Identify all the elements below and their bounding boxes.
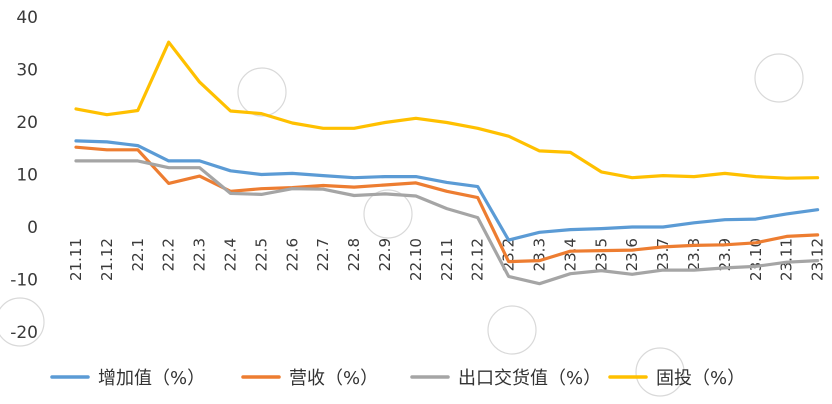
legend-label: 营收（%） xyxy=(289,368,378,389)
x-tick-label: 22.11 xyxy=(438,238,456,281)
x-tick-label: 23.11 xyxy=(778,238,796,281)
y-tick-label: -10 xyxy=(10,271,38,291)
x-tick-label: 22.9 xyxy=(376,238,394,271)
x-tick-label: 23.5 xyxy=(592,238,610,271)
x-tick-label: 23.8 xyxy=(685,238,703,271)
y-tick-label: 30 xyxy=(16,61,38,81)
series-line-2 xyxy=(74,145,820,264)
series-line-3 xyxy=(74,159,820,286)
watermark xyxy=(0,53,804,397)
legend-label: 增加值（%） xyxy=(98,368,205,389)
x-tick-label: 21.12 xyxy=(98,238,116,281)
y-tick-label: 20 xyxy=(16,113,38,133)
x-tick-label: 23.3 xyxy=(531,238,549,271)
x-tick-label: 22.10 xyxy=(407,238,425,281)
x-tick-label: 22.8 xyxy=(345,238,363,271)
x-tick-label: 21.11 xyxy=(67,238,85,281)
series-line-1 xyxy=(74,139,820,242)
y-tick-label: -20 xyxy=(10,323,38,343)
legend-label: 固投（%） xyxy=(656,368,745,389)
x-tick-label: 22.1 xyxy=(129,238,147,271)
series-lines xyxy=(74,40,820,286)
legend: 增加值（%） 营收（%） 出口交货值（%） 固投（%） xyxy=(50,368,745,389)
x-tick-label: 22.5 xyxy=(252,238,270,271)
y-tick-label: 40 xyxy=(16,8,38,28)
x-tick-label: 22.12 xyxy=(469,238,487,281)
y-axis-ticks: 40 30 20 10 0 -10 -20 xyxy=(10,8,38,343)
x-tick-label: 22.3 xyxy=(191,238,209,271)
y-tick-label: 10 xyxy=(16,166,38,186)
x-tick-label: 22.6 xyxy=(283,238,301,271)
x-tick-label: 23.6 xyxy=(623,238,641,271)
x-tick-label: 22.7 xyxy=(314,238,332,271)
x-tick-label: 22.4 xyxy=(222,238,240,271)
x-tick-label: 23.4 xyxy=(561,238,579,271)
x-tick-label: 23.7 xyxy=(654,238,672,271)
y-tick-label: 0 xyxy=(27,218,38,238)
x-axis-ticks: 21.11 21.12 22.1 22.2 22.3 22.4 22.5 22.6 22.7 22… xyxy=(67,238,827,281)
series-line-4 xyxy=(74,40,820,180)
x-tick-label: 23.10 xyxy=(747,238,765,281)
legend-label: 出口交货值（%） xyxy=(458,368,601,389)
x-tick-label: 22.2 xyxy=(160,238,178,271)
